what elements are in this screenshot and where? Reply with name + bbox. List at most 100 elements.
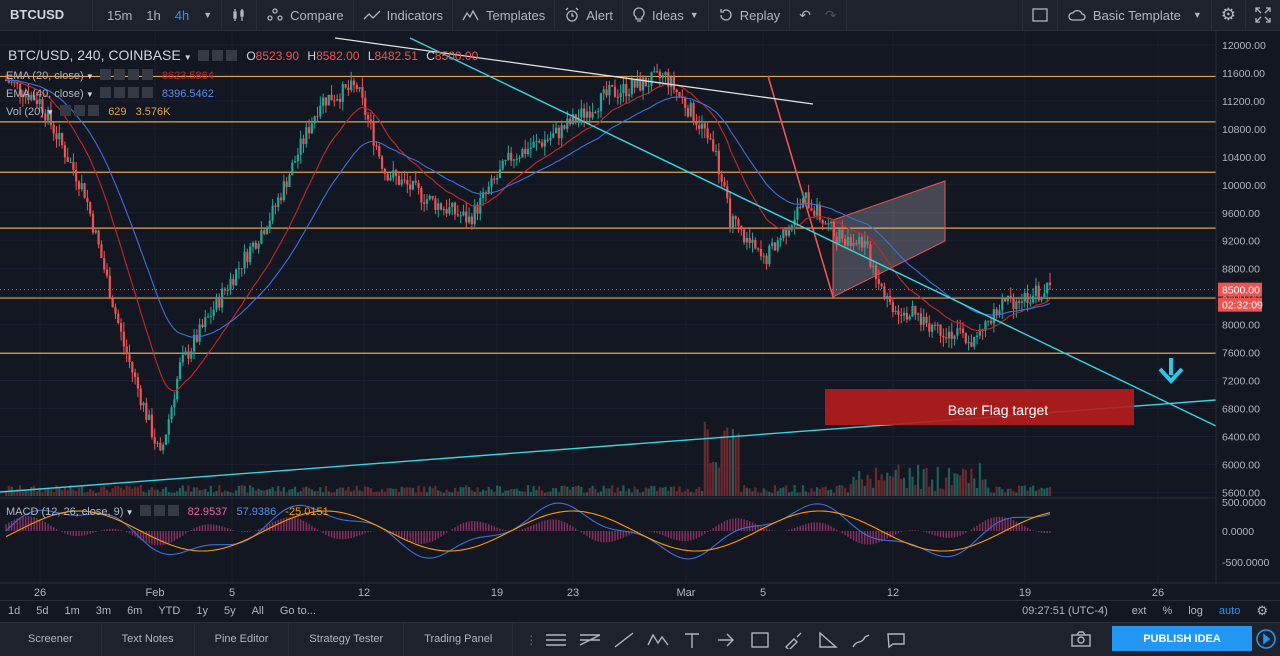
candle-body	[86, 197, 89, 203]
play-icon[interactable]	[1252, 624, 1280, 654]
pattern-icon[interactable]	[645, 627, 671, 653]
interval-selector[interactable]: 15m 1h 4h ▼	[93, 0, 223, 30]
chart-style-button[interactable]	[222, 0, 258, 30]
replay-button[interactable]: Replay	[709, 0, 791, 30]
ema40-label[interactable]: EMA (40, close)	[6, 88, 84, 100]
chart-area[interactable]: 12000.00 11600.00 11200.00 10800.00 10400.00…	[0, 31, 1280, 600]
publish-idea-button[interactable]: PUBLISH IDEA	[1112, 626, 1252, 651]
ideas-button[interactable]: Ideas ▼	[623, 0, 709, 30]
indicators-button[interactable]: Indicators	[354, 0, 453, 30]
candle-body	[324, 97, 328, 106]
scale-percent[interactable]: %	[1162, 605, 1173, 617]
candle-body	[322, 97, 325, 106]
range-5d[interactable]: 5d	[36, 605, 49, 617]
trend-line-icon[interactable]	[611, 627, 637, 653]
macd-legend[interactable]: MACD (12, 26, close, 9) ▼ 82.9537 57.938…	[6, 505, 329, 518]
scale-ext[interactable]: ext	[1131, 605, 1147, 617]
rectangle-icon[interactable]	[747, 627, 773, 653]
tab-text-notes[interactable]: Text Notes	[102, 623, 195, 656]
candle-body	[484, 192, 488, 194]
ema20-label[interactable]: EMA (20, close)	[6, 70, 84, 82]
settings-icon[interactable]	[74, 105, 86, 116]
range-ytd[interactable]: YTD	[158, 605, 181, 617]
tab-pine-editor[interactable]: Pine Editor	[195, 623, 290, 656]
close-icon[interactable]	[127, 87, 139, 98]
comment-icon[interactable]	[883, 627, 909, 653]
scale-auto[interactable]: auto	[1218, 605, 1241, 617]
chevron-down-icon[interactable]: ▼	[689, 10, 699, 20]
settings-button[interactable]: ⚙	[1212, 0, 1246, 30]
interval-15m[interactable]: 15m	[107, 7, 133, 23]
volume-bar	[229, 492, 232, 496]
tab-screener[interactable]: Screener	[0, 623, 102, 656]
redo-icon[interactable]: ↷	[824, 6, 837, 23]
chevron-down-icon[interactable]: ▼	[183, 53, 192, 62]
template-button[interactable]: Basic Template ▼	[1058, 0, 1212, 30]
close-icon[interactable]	[167, 505, 179, 516]
settings-icon[interactable]	[113, 69, 125, 80]
close-icon[interactable]	[225, 50, 237, 61]
volume-legend[interactable]: Vol (20) ▼ 629 3.576K	[6, 105, 171, 118]
candle-body	[832, 221, 836, 237]
tab-trading-panel[interactable]: Trading Panel	[404, 623, 514, 656]
more-icon[interactable]	[141, 69, 153, 80]
range-6m[interactable]: 6m	[127, 605, 143, 617]
layout-button[interactable]	[1021, 0, 1058, 30]
close-icon[interactable]	[88, 105, 100, 116]
templates-button[interactable]: Templates	[453, 0, 556, 30]
scale-log[interactable]: log	[1188, 605, 1203, 617]
range-1d[interactable]: 1d	[8, 605, 21, 617]
eye-icon[interactable]	[99, 87, 111, 98]
chevron-down-icon[interactable]: ▼	[203, 10, 213, 20]
measure-icon[interactable]	[815, 627, 841, 653]
pen-icon[interactable]	[849, 627, 875, 653]
bottom-panel-bar: Screener Text Notes Pine Editor Strategy…	[0, 622, 1280, 656]
interval-1h[interactable]: 1h	[146, 7, 161, 23]
text-icon[interactable]	[679, 627, 705, 653]
volume-label[interactable]: Vol (20)	[6, 106, 44, 118]
volume-bar	[21, 491, 24, 496]
arrow-icon[interactable]	[713, 627, 739, 653]
candle-body	[268, 220, 271, 229]
tab-strategy-tester[interactable]: Strategy Tester	[289, 623, 405, 656]
settings-icon[interactable]	[113, 87, 125, 98]
range-5y[interactable]: 5y	[223, 605, 236, 617]
range-3m[interactable]: 3m	[95, 605, 112, 617]
ema20-legend[interactable]: EMA (20, close) ▼ 8623.5864	[6, 69, 214, 82]
range-all[interactable]: All	[251, 605, 264, 617]
settings-icon[interactable]	[153, 505, 165, 516]
drag-handle-icon[interactable]: ⋮	[525, 632, 538, 647]
horizontal-lines-icon[interactable]	[543, 627, 569, 653]
fib-channel-icon[interactable]	[577, 627, 603, 653]
volume-bar	[518, 490, 521, 496]
camera-icon[interactable]	[1070, 630, 1092, 651]
compare-button[interactable]: Compare	[257, 0, 354, 30]
interval-4h[interactable]: 4h	[174, 7, 190, 23]
ema40-legend[interactable]: EMA (40, close) ▼ 8396.5462	[6, 87, 214, 100]
eye-icon[interactable]	[60, 105, 72, 116]
range-1y[interactable]: 1y	[196, 605, 208, 617]
brush-icon[interactable]	[781, 627, 807, 653]
range-1m[interactable]: 1m	[64, 605, 80, 617]
gear-icon[interactable]: ⚙	[1256, 603, 1268, 618]
eye-icon[interactable]	[99, 69, 111, 80]
undo-icon[interactable]: ↶	[799, 6, 811, 23]
fullscreen-button[interactable]	[1246, 0, 1280, 30]
symbol-search[interactable]: BTCUSD	[0, 0, 93, 30]
alert-button[interactable]: Alert	[555, 0, 623, 30]
go-to-date[interactable]: Go to...	[279, 605, 316, 617]
macd-label[interactable]: MACD (12, 26, close, 9)	[6, 506, 124, 518]
price-chart[interactable]: 12000.00 11600.00 11200.00 10800.00 10400.00…	[0, 31, 1280, 600]
volume-bar	[931, 479, 934, 496]
symbol-title[interactable]: BTC/USD, 240, COINBASE	[8, 47, 181, 63]
more-icon[interactable]	[141, 87, 153, 98]
chevron-down-icon[interactable]: ▼	[1192, 10, 1202, 20]
main-legend[interactable]: BTC/USD, 240, COINBASE ▼ O8523.90 H8582.0…	[8, 47, 478, 63]
eye-icon[interactable]	[197, 50, 209, 61]
volume-bar	[726, 427, 729, 496]
candle-body	[998, 310, 1001, 315]
settings-icon[interactable]	[211, 50, 223, 61]
clock-readout[interactable]: 09:27:51 (UTC-4)	[1022, 605, 1108, 617]
eye-icon[interactable]	[139, 505, 151, 516]
close-icon[interactable]	[127, 69, 139, 80]
